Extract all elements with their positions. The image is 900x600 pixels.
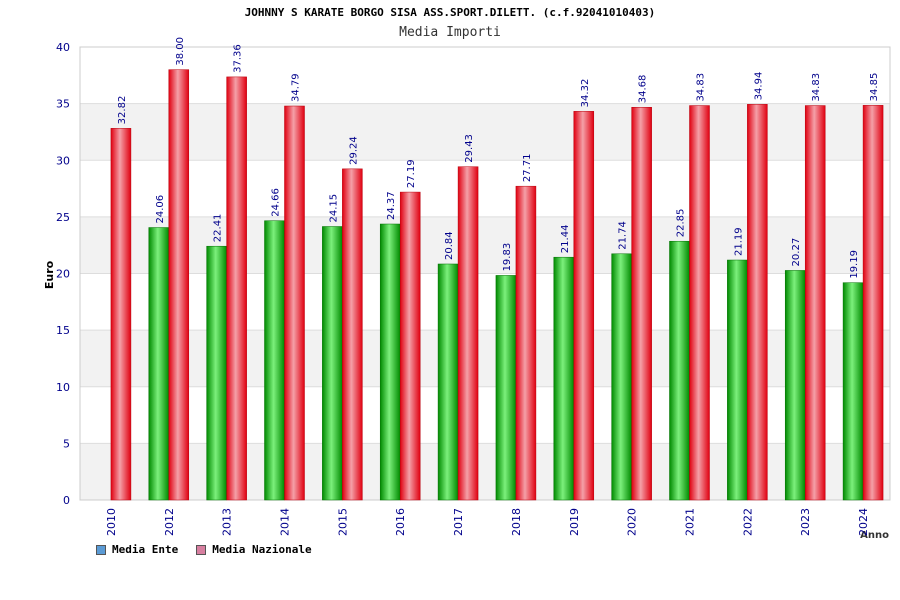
- grid-band: [80, 160, 890, 217]
- data-label: 20.84: [444, 231, 455, 260]
- grid-band: [80, 273, 890, 331]
- data-label: 32.82: [117, 96, 128, 125]
- data-label: 34.79: [291, 73, 302, 102]
- bar-media-nazionale: [110, 128, 132, 501]
- data-label: 20.27: [791, 238, 802, 267]
- bar-media-ente: [264, 220, 285, 501]
- x-axis-title: Anno: [860, 530, 889, 541]
- bar-media-nazionale: [515, 185, 537, 501]
- data-label: 34.83: [696, 73, 707, 102]
- x-tick-label: 2016: [394, 508, 407, 536]
- data-label: 19.83: [502, 243, 513, 272]
- grid-band: [80, 386, 890, 444]
- x-tick-label: 2019: [568, 508, 581, 536]
- legend-label-nazionale: Media Nazionale: [212, 543, 312, 556]
- bar-media-nazionale: [631, 106, 652, 501]
- x-tick-label: 2010: [105, 508, 118, 536]
- legend-item-ente: Media Ente: [96, 543, 178, 556]
- y-axis-title: Euro: [43, 260, 56, 289]
- x-tick-label: 2024: [857, 508, 870, 536]
- bar-media-nazionale: [168, 69, 190, 501]
- data-label: 21.19: [733, 227, 744, 256]
- bar-media-nazionale: [284, 105, 305, 501]
- data-label: 34.94: [753, 72, 764, 101]
- data-label: 19.19: [849, 250, 860, 279]
- data-label: 34.32: [580, 79, 591, 108]
- y-tick-label: 30: [56, 154, 70, 167]
- data-label: 29.43: [464, 134, 475, 163]
- y-tick-label: 5: [63, 437, 70, 450]
- data-label: 34.85: [869, 73, 880, 102]
- legend-swatch-ente: [96, 544, 106, 555]
- bar-media-ente: [437, 263, 459, 501]
- x-tick-label: 2018: [510, 508, 523, 536]
- chart-subtitle: Media Importi: [399, 25, 501, 40]
- data-label: 22.41: [213, 214, 224, 243]
- data-label: 24.37: [386, 191, 397, 220]
- grid-band: [80, 47, 890, 104]
- legend-item-nazionale: Media Nazionale: [196, 543, 312, 556]
- bar-media-ente: [727, 259, 748, 501]
- data-label: 27.19: [406, 159, 417, 188]
- bar-media-nazionale: [804, 105, 826, 501]
- data-label: 38.00: [175, 37, 186, 66]
- data-label: 21.74: [618, 221, 629, 250]
- bar-media-ente: [842, 282, 864, 501]
- data-label: 24.06: [155, 195, 166, 224]
- bar-media-nazionale: [862, 105, 884, 501]
- bar-media-nazionale: [399, 191, 421, 501]
- bar-media-nazionale: [573, 111, 595, 501]
- data-label: 24.66: [271, 188, 282, 217]
- bar-media-ente: [206, 245, 227, 501]
- x-tick-label: 2021: [684, 508, 697, 536]
- data-label: 21.44: [560, 225, 571, 254]
- data-label: 37.36: [233, 44, 244, 73]
- y-tick-label: 35: [56, 98, 70, 111]
- y-tick-label: 25: [56, 211, 70, 224]
- y-tick-label: 40: [56, 41, 70, 54]
- x-tick-label: 2012: [163, 508, 176, 536]
- bar-media-ente: [379, 223, 401, 501]
- legend-swatch-nazionale: [196, 544, 207, 555]
- data-label: 22.85: [676, 209, 687, 238]
- bar-media-ente: [495, 275, 517, 501]
- bar-media-nazionale: [457, 166, 479, 501]
- bar-media-ente: [148, 227, 170, 501]
- bar-media-nazionale: [689, 105, 710, 501]
- chart-title: JOHNNY S KARATE BORGO SISA ASS.SPORT.DIL…: [244, 6, 656, 19]
- x-tick-label: 2014: [279, 508, 292, 536]
- grid-band: [80, 443, 890, 500]
- x-tick-label: 2020: [626, 508, 639, 536]
- grid-band: [80, 330, 890, 387]
- bar-media-ente: [611, 253, 632, 501]
- bar-media-ente: [784, 270, 806, 501]
- plot-frame: [79, 46, 891, 501]
- legend-label-ente: Media Ente: [112, 543, 179, 556]
- y-tick-label: 10: [56, 381, 70, 394]
- y-tick-label: 20: [56, 268, 70, 281]
- data-label: 27.71: [522, 154, 533, 183]
- data-label: 24.15: [328, 194, 339, 223]
- data-label: 34.83: [811, 73, 822, 102]
- grid-band: [80, 216, 890, 274]
- x-tick-label: 2015: [336, 508, 349, 536]
- grid-band: [80, 103, 890, 161]
- bar-media-nazionale: [342, 168, 363, 501]
- bar-media-nazionale: [747, 104, 768, 501]
- x-tick-label: 2013: [221, 508, 234, 536]
- bar-media-ente: [553, 256, 575, 501]
- bar-media-ente: [669, 240, 690, 501]
- bar-media-nazionale: [226, 76, 247, 501]
- chart-legend: Media Ente Media Nazionale: [96, 543, 312, 556]
- data-label: 29.24: [348, 136, 359, 165]
- y-tick-label: 0: [63, 494, 70, 507]
- data-label: 34.68: [638, 75, 649, 104]
- x-tick-label: 2017: [452, 508, 465, 536]
- x-tick-label: 2023: [799, 508, 812, 536]
- y-tick-label: 15: [56, 324, 70, 337]
- bar-media-ente: [322, 226, 343, 501]
- x-tick-label: 2022: [741, 508, 754, 536]
